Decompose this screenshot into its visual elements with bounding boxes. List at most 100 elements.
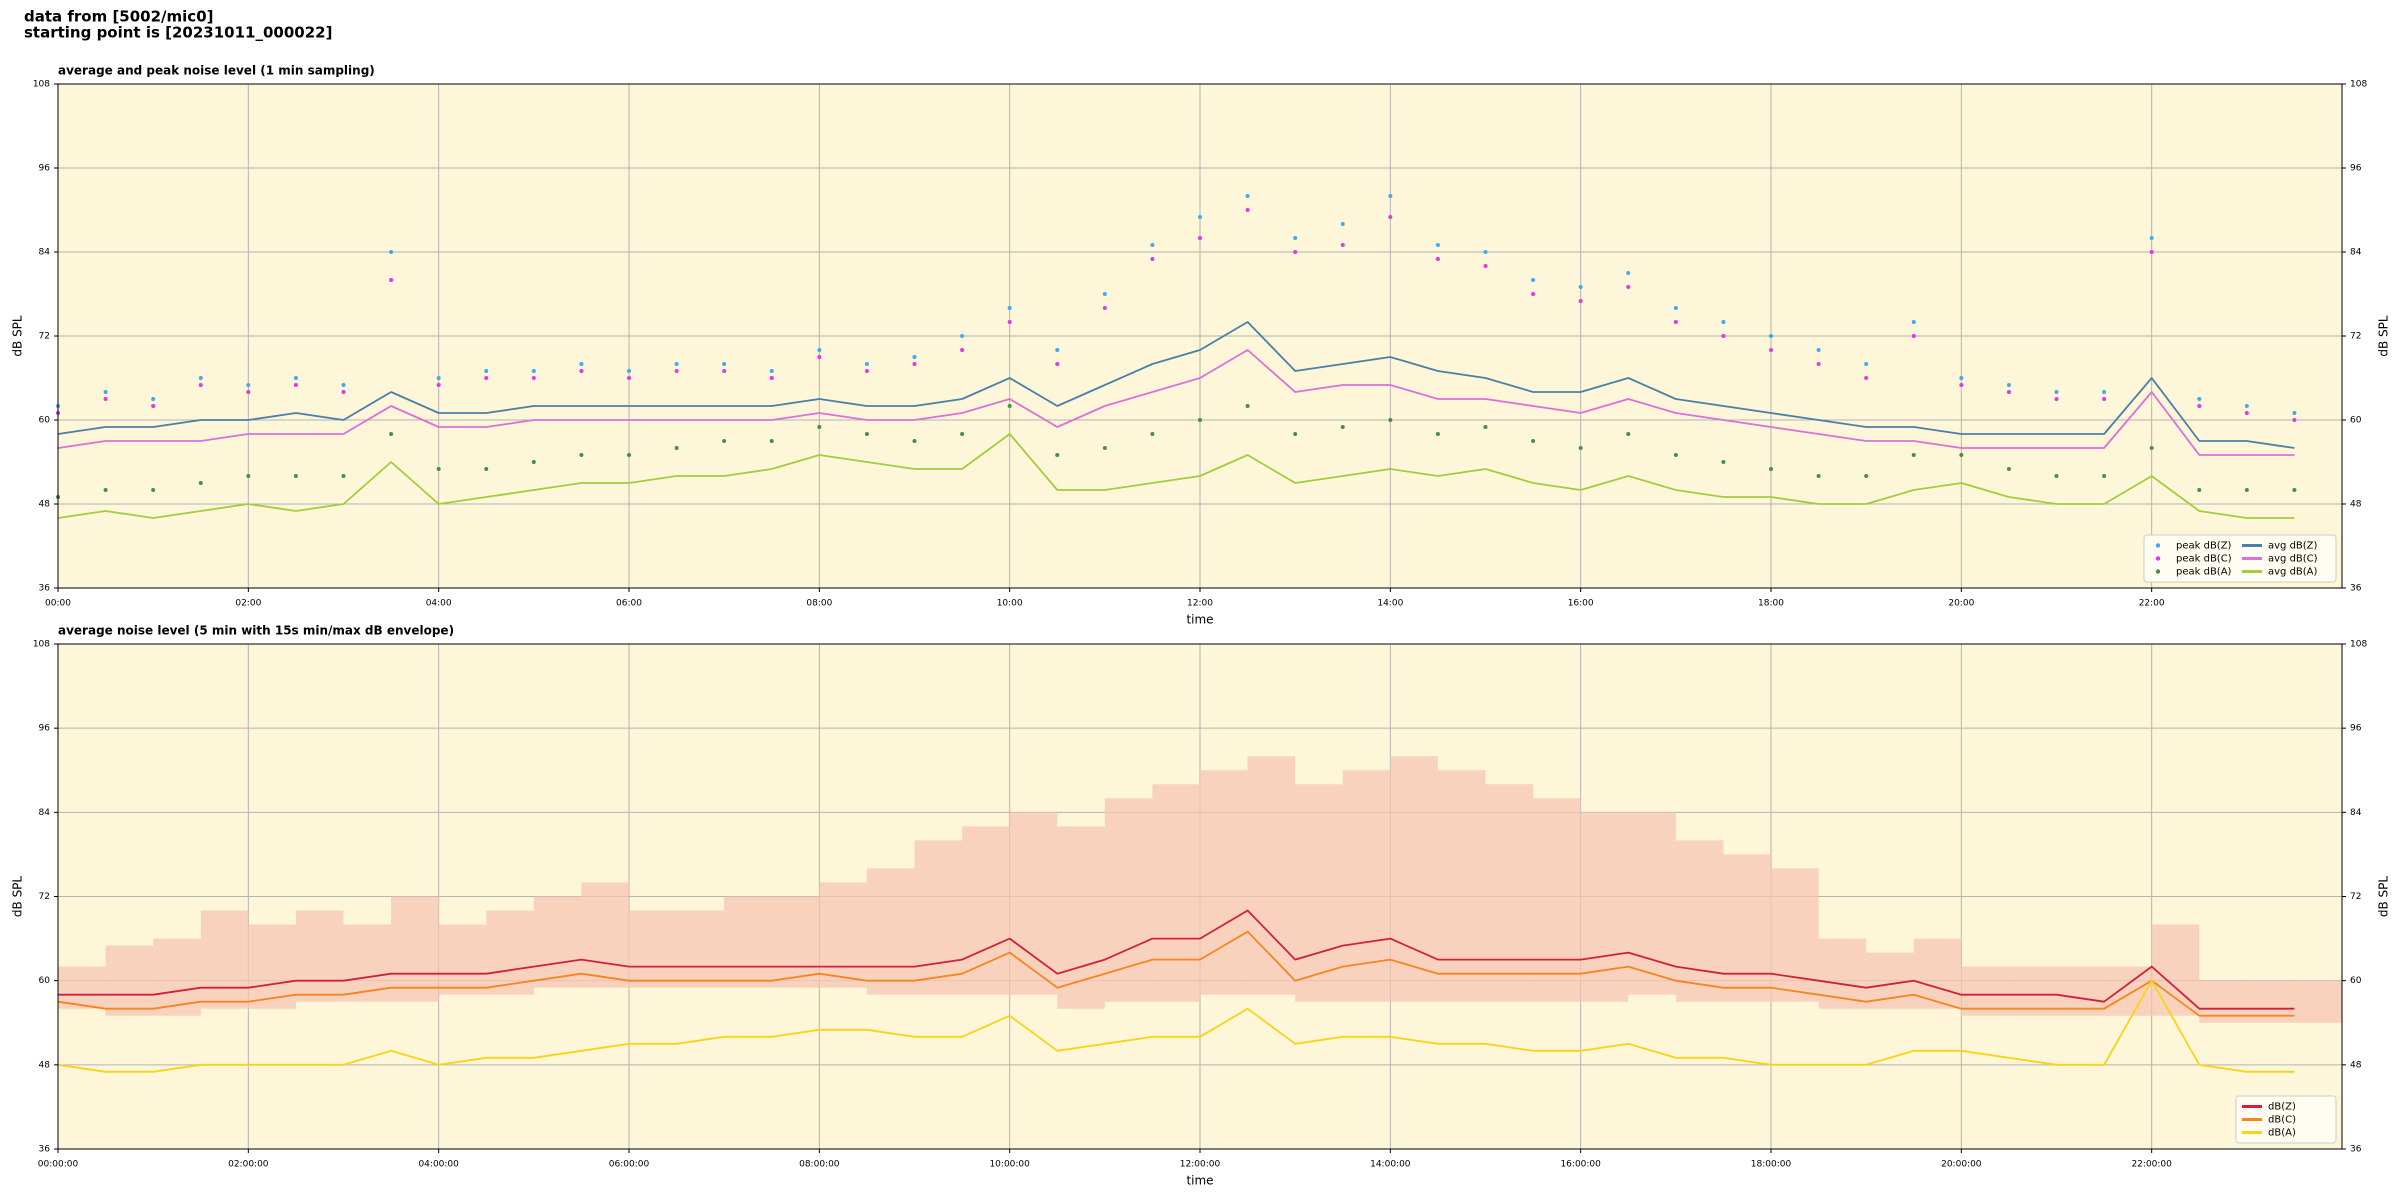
plot-frame [57, 83, 2343, 589]
peak-point [1102, 306, 1107, 310]
peak-point [531, 460, 536, 464]
y-axis-label: dB SPL [11, 315, 25, 357]
envelope-band [343, 924, 392, 1002]
peak-point [579, 453, 584, 457]
peak-point [1293, 250, 1298, 254]
envelope-band [1866, 952, 1914, 1009]
peak-point [198, 383, 203, 387]
y-tick-label: 84 [39, 808, 51, 818]
envelope-band [295, 910, 344, 1002]
peak-point [2292, 488, 2297, 492]
peak-point [1911, 334, 1916, 338]
peak-point [198, 376, 203, 380]
peak-point [436, 376, 441, 380]
peak-point [1816, 348, 1821, 352]
peak-point [817, 355, 822, 359]
envelope-band [200, 910, 249, 1009]
peak-point [1578, 285, 1583, 289]
peak-point [151, 404, 156, 408]
x-tick-label: 22:00 [2139, 599, 2165, 609]
legend-box [2143, 534, 2337, 583]
series-line [57, 321, 2295, 449]
peak-point [1150, 257, 1155, 261]
envelope-band [1485, 784, 1534, 1002]
envelope-band [1437, 770, 1486, 1002]
x-tick-label: 12:00:00 [1180, 1160, 1221, 1170]
peak-point [1721, 334, 1726, 338]
x-tick-label: 20:00:00 [1941, 1160, 1982, 1170]
peak-point [1959, 383, 1964, 387]
peak-point [579, 362, 584, 366]
x-tick-label: 06:00 [616, 599, 642, 609]
chart-title: average and peak noise level (1 min samp… [58, 64, 375, 78]
legend-swatch [2155, 543, 2161, 548]
peak-point [722, 362, 727, 366]
x-tick-label: 00:00 [45, 599, 71, 609]
legend: dB(Z) dB(C) dB(A) [2235, 1095, 2337, 1144]
peak-point [1435, 432, 1440, 436]
legend-label: peak dB(Z) [2176, 541, 2232, 552]
envelope-band [1342, 770, 1391, 1002]
envelope-band [1247, 756, 1296, 995]
peak-point [1245, 404, 1250, 408]
envelope-band [724, 896, 772, 988]
peak-point [1102, 292, 1107, 296]
envelope-band [1533, 798, 1581, 1002]
y-tick-label: 108 [33, 640, 50, 650]
peak-point [1531, 439, 1536, 443]
peak-point [769, 439, 774, 443]
peak-point [1769, 334, 1773, 338]
peak-point [1293, 236, 1298, 240]
y2-tick-label: 96 [2350, 164, 2362, 174]
x-tick-label: 02:00 [235, 599, 261, 609]
y2-axis-label: dB SPL [2377, 876, 2391, 918]
peak-point [2244, 404, 2249, 408]
envelope-band [629, 910, 677, 988]
peak-point [579, 369, 584, 373]
peak-point [1721, 320, 1726, 324]
envelope-band [1104, 798, 1153, 1002]
envelope-band [2294, 980, 2342, 1023]
y-tick-label: 60 [39, 416, 51, 426]
peak-point [341, 390, 346, 394]
peak-point [2054, 397, 2059, 401]
peak-point [1673, 453, 1678, 457]
peak-point [674, 369, 679, 373]
peak-point [1626, 432, 1631, 436]
peak-point [1293, 432, 1298, 436]
x-tick-label: 08:00:00 [799, 1160, 840, 1170]
legend-swatch [2155, 556, 2161, 561]
peak-point [1769, 467, 1773, 471]
peak-point [341, 474, 346, 478]
legend-label: peak dB(C) [2176, 554, 2232, 565]
y2-tick-label: 60 [2350, 416, 2362, 426]
envelope-band [58, 966, 106, 1009]
peak-point [912, 362, 917, 366]
x-tick-label: 14:00 [1377, 599, 1403, 609]
peak-point [1911, 453, 1916, 457]
x-tick-label: 10:00 [997, 599, 1023, 609]
peak-point [722, 369, 727, 373]
peak-point [1388, 418, 1393, 422]
peak-point [484, 467, 489, 471]
y2-tick-label: 72 [2350, 892, 2361, 902]
x-axis-label: time [1186, 613, 1213, 627]
envelope-band [1913, 938, 1962, 1009]
envelope-band [1628, 812, 1676, 995]
envelope-band [2056, 966, 2105, 1016]
peak-point [674, 446, 679, 450]
peak-point [1531, 292, 1536, 296]
peak-point [1198, 236, 1202, 240]
x-tick-label: 16:00 [1568, 599, 1594, 609]
envelope-band [1818, 938, 1867, 1009]
envelope-band [581, 882, 629, 988]
x-axis-label: time [1186, 1174, 1213, 1188]
envelope-band [1675, 840, 1724, 1002]
header-line: starting point is [20231011_000022] [24, 24, 332, 42]
peak-point [1007, 404, 1012, 408]
peak-point [2006, 467, 2011, 471]
peak-point [1816, 362, 1821, 366]
peak-point [2244, 488, 2249, 492]
peak-point [531, 376, 536, 380]
peak-point [1245, 208, 1250, 212]
